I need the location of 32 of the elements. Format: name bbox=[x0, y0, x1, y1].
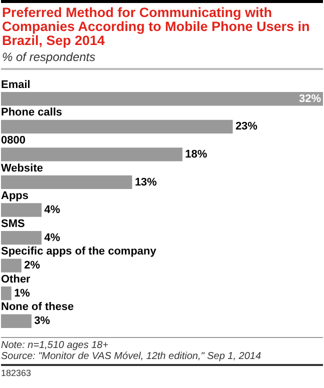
bar bbox=[1, 203, 42, 217]
y-tick-label: Apps bbox=[1, 190, 28, 202]
y-tick-label: Email bbox=[1, 78, 30, 91]
text: 182363 bbox=[1, 364, 323, 378]
source-note: Source: "Monitor de VAS Móvel, 12th edition," Sep 1, 2014 bbox=[1, 351, 262, 362]
bar bbox=[1, 175, 132, 190]
y-tick-label: 0800 bbox=[1, 134, 26, 146]
data-label: 13% bbox=[134, 176, 158, 188]
bar bbox=[1, 148, 182, 162]
y-tick-label: Specific apps of the company bbox=[1, 246, 158, 258]
data-label: 2% bbox=[24, 260, 40, 272]
data-label: 23% bbox=[235, 120, 258, 133]
bar bbox=[1, 230, 42, 245]
bar bbox=[1, 286, 12, 300]
y-tick-label: Phone calls bbox=[1, 106, 62, 119]
data-label: 4% bbox=[44, 232, 60, 244]
bar bbox=[1, 92, 323, 106]
y-tick-label: None of these bbox=[1, 301, 74, 314]
data-label: 3% bbox=[34, 315, 50, 328]
y-tick-label: Website bbox=[1, 162, 43, 174]
data-label: 32% bbox=[298, 92, 322, 105]
bar bbox=[1, 314, 32, 328]
data-label: 4% bbox=[44, 204, 60, 216]
data-label: 1% bbox=[14, 287, 30, 300]
y-tick-label: Other bbox=[1, 273, 32, 286]
text: Note: n=1,510 ages 18+ bbox=[1, 340, 110, 351]
y-tick-label: SMS bbox=[1, 218, 25, 230]
data-label: 18% bbox=[185, 148, 208, 160]
chart-subtitle: % of respondents bbox=[1, 48, 323, 70]
chart-title: Preferred Method for Communicating with Companies According to Mobile Phone Users in Brazil, Sep 2014 bbox=[1, 4, 311, 48]
bar bbox=[1, 120, 233, 134]
bar bbox=[1, 258, 22, 272]
